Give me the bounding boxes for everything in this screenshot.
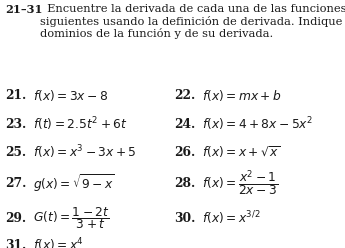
Text: $G(t) = \dfrac{1-2t}{3+t}$: $G(t) = \dfrac{1-2t}{3+t}$ [33, 205, 109, 231]
Text: $f(x) = \dfrac{x^2-1}{2x-3}$: $f(x) = \dfrac{x^2-1}{2x-3}$ [202, 169, 278, 198]
Text: 25.: 25. [5, 146, 26, 159]
Text: 31.: 31. [5, 239, 27, 248]
Text: 22.: 22. [174, 89, 196, 102]
Text: 29.: 29. [5, 212, 26, 225]
Text: $f(x) = 4 + 8x - 5x^2$: $f(x) = 4 + 8x - 5x^2$ [202, 115, 313, 133]
Text: 28.: 28. [174, 177, 196, 190]
Text: $f(x) = x^3 - 3x + 5$: $f(x) = x^3 - 3x + 5$ [33, 144, 136, 161]
Text: 30.: 30. [174, 212, 196, 225]
Text: 24.: 24. [174, 118, 196, 130]
Text: 21.: 21. [5, 89, 27, 102]
Text: 27.: 27. [5, 177, 27, 190]
Text: $f(x) = mx + b$: $f(x) = mx + b$ [202, 88, 282, 103]
Text: 21–31: 21–31 [5, 4, 43, 15]
Text: $g(x) = \sqrt{9 - x}$: $g(x) = \sqrt{9 - x}$ [33, 173, 115, 194]
Text: $f(x) = x^4$: $f(x) = x^4$ [33, 237, 84, 248]
Text: 23.: 23. [5, 118, 27, 130]
Text: $f(x) = x^{3/2}$: $f(x) = x^{3/2}$ [202, 210, 260, 227]
Text: $f(x) = 3x - 8$: $f(x) = 3x - 8$ [33, 88, 108, 103]
Text: $f(x) = x + \sqrt{x}$: $f(x) = x + \sqrt{x}$ [202, 145, 280, 160]
Text: $f(t) = 2.5t^2 + 6t$: $f(t) = 2.5t^2 + 6t$ [33, 115, 127, 133]
Text: 26.: 26. [174, 146, 196, 159]
Text: Encuentre la derivada de cada una de las funciones
siguientes usando la definici: Encuentre la derivada de cada una de las… [40, 4, 345, 39]
